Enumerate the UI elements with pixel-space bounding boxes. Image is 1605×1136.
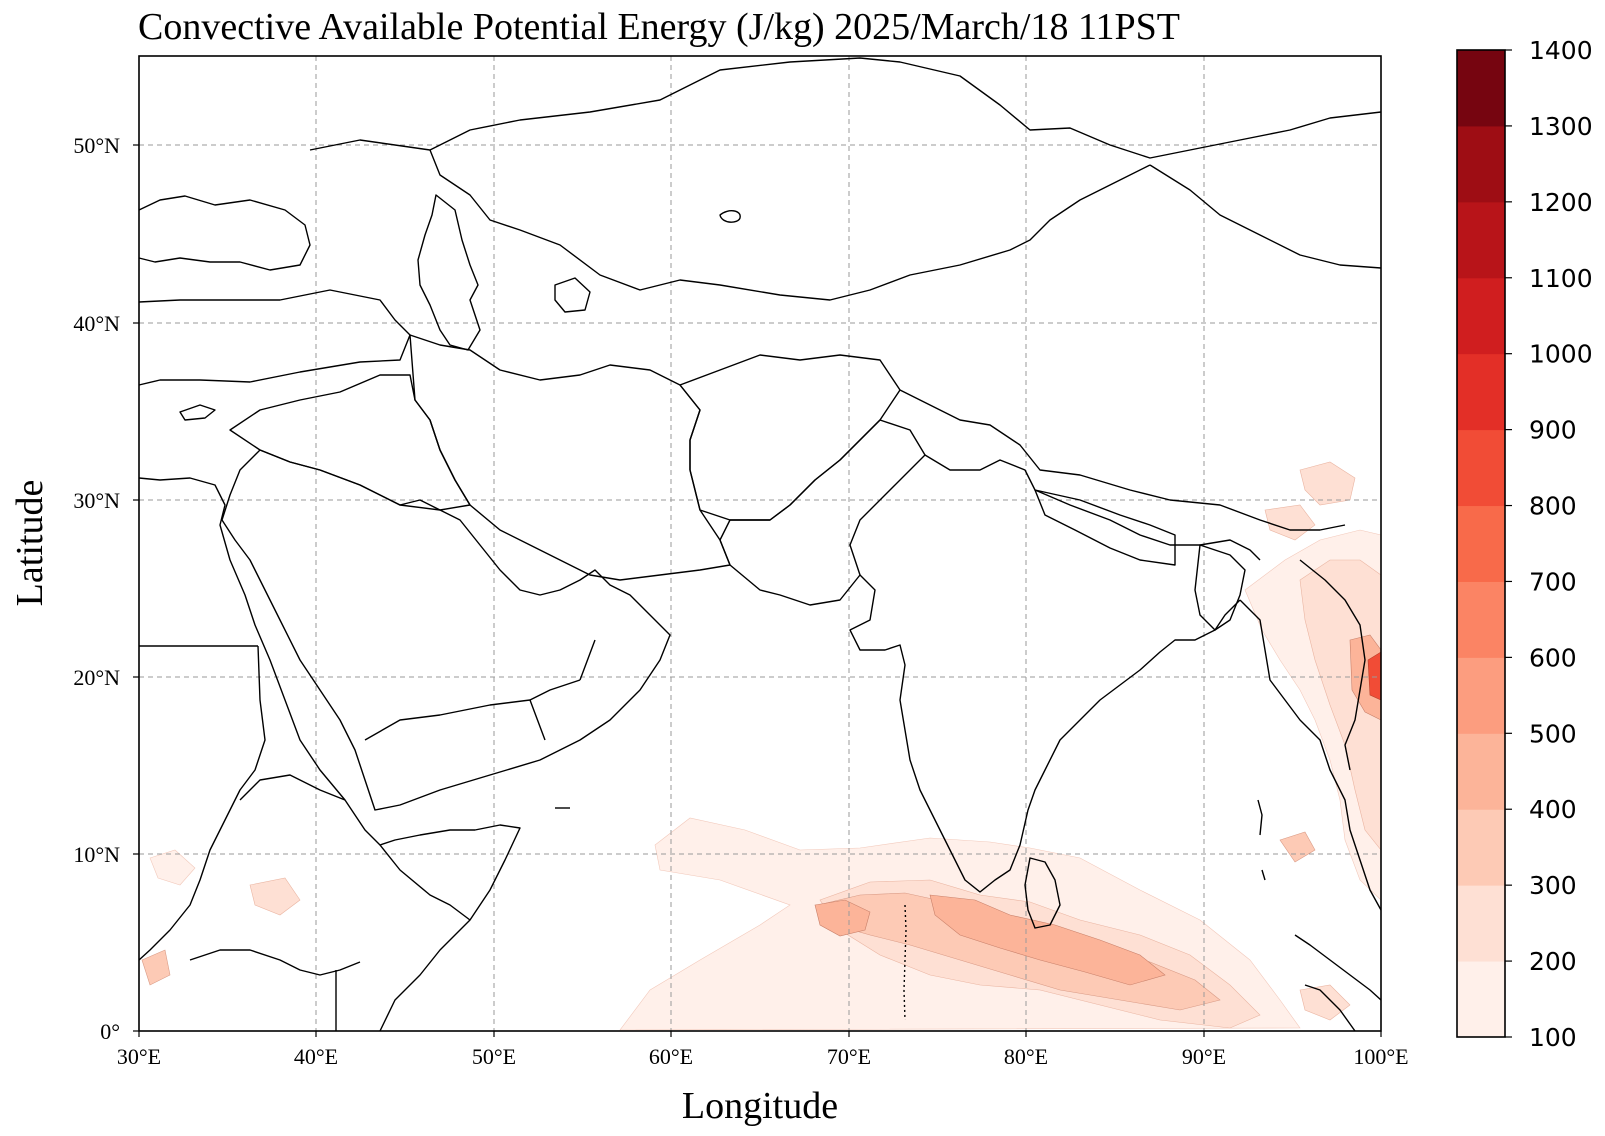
map-panel — [133, 55, 1382, 1037]
border-saudi-yemen — [364, 679, 581, 741]
y-tick-label: 20°N — [73, 665, 120, 690]
colorbar-swatch — [1457, 50, 1505, 127]
x-tick-labels: 30°E 40°E 50°E 60°E 70°E 80°E 90°E 100°E — [117, 1044, 1409, 1069]
colorbar-label: 700 — [1529, 567, 1577, 596]
coastline-myanmar — [1239, 599, 1382, 911]
x-tick-label: 60°E — [649, 1044, 693, 1069]
coastline-india — [849, 574, 1241, 893]
y-tick-label: 10°N — [73, 842, 120, 867]
colorbar-label: 200 — [1529, 947, 1577, 976]
colorbar-label: 900 — [1529, 416, 1577, 445]
border-pakistan — [719, 419, 926, 606]
colorbar-label: 600 — [1529, 643, 1577, 672]
cape-region-west — [814, 899, 871, 937]
coastline-black-sea — [138, 195, 311, 271]
colorbar-swatch — [1457, 201, 1505, 279]
colorbar-swatch — [1457, 961, 1505, 1038]
colorbar-swatch — [1457, 885, 1505, 962]
map-frame — [138, 55, 1382, 1032]
colorbar-swatch — [1457, 429, 1505, 507]
colorbar-label: 800 — [1529, 492, 1577, 521]
y-tick-label: 30°N — [73, 488, 120, 513]
coastline-arabian-peninsula — [221, 449, 671, 811]
x-tick-label: 100°E — [1353, 1044, 1408, 1069]
x-tick-label: 80°E — [1004, 1044, 1048, 1069]
colorbar-swatch — [1457, 277, 1505, 355]
colorbar-labels: 100 200 300 400 500 600 700 800 900 1000 1100 1200 1… — [1505, 36, 1593, 1052]
border-nepal — [1034, 489, 1176, 566]
coastline-sri-lanka — [1024, 857, 1061, 929]
colorbar-swatch — [1457, 505, 1505, 582]
cape-region-sumatra — [1299, 984, 1351, 1021]
colorbar-swatch — [1457, 125, 1505, 203]
cape-region-andaman — [1279, 831, 1316, 863]
colorbar-swatches — [1457, 50, 1505, 1038]
colorbar-swatch — [1457, 657, 1505, 734]
y-tick-labels: 0° 10°N 20°N 30°N 40°N 50°N — [73, 133, 120, 1044]
cape-region-africa-east — [249, 877, 301, 916]
x-axis-title: Longitude — [682, 1085, 838, 1127]
cape-region-africa-south — [141, 949, 171, 986]
border-saudi-oman — [529, 639, 596, 741]
cape-region-core — [929, 894, 1166, 986]
andaman-islands — [1257, 799, 1266, 881]
colorbar-swatch — [1457, 733, 1505, 810]
x-tick-label: 70°E — [827, 1044, 871, 1069]
colorbar: 100 200 300 400 500 600 700 800 900 1000 1100 1200 1… — [1456, 36, 1593, 1052]
colorbar-label: 1200 — [1529, 188, 1593, 217]
colorbar-label: 1400 — [1529, 36, 1593, 65]
border-mongolia-china — [1149, 164, 1382, 269]
x-tick-label: 30°E — [117, 1044, 161, 1069]
coastline-africa-northeast — [138, 477, 521, 1032]
colorbar-label: 400 — [1529, 795, 1577, 824]
cape-region-myanmar-peak — [1367, 651, 1382, 701]
border-china-tibet — [899, 389, 1346, 531]
x-tick-label: 50°E — [472, 1044, 516, 1069]
coastline-sumatra — [1304, 984, 1356, 1032]
colorbar-frame — [1456, 49, 1506, 1038]
maldives-islands — [903, 904, 907, 1021]
colorbar-label: 1100 — [1529, 264, 1593, 293]
lake-balkhash — [719, 210, 741, 223]
x-tick-label: 90°E — [1182, 1044, 1226, 1069]
colorbar-label: 500 — [1529, 719, 1577, 748]
colorbar-label: 100 — [1529, 1023, 1577, 1052]
colorbar-swatch — [1457, 353, 1505, 431]
cyprus-island — [179, 404, 216, 421]
border-russia-kazakhstan — [309, 57, 1382, 159]
coastline-aral-sea — [554, 277, 591, 313]
border-myanmar-thailand — [1299, 559, 1366, 771]
y-tick-label: 50°N — [73, 133, 120, 158]
gridlines — [139, 56, 1381, 1031]
colorbar-label: 1000 — [1529, 340, 1593, 369]
border-sudan-ethiopia — [138, 645, 266, 961]
coastline-malay-peninsula — [1294, 934, 1382, 1001]
cape-region-africa-west — [149, 849, 196, 886]
colorbar-swatch — [1457, 809, 1505, 886]
y-tick-label: 0° — [100, 1019, 120, 1044]
figure-title: Convective Available Potential Energy (J… — [138, 6, 1180, 48]
x-tick-label: 40°E — [294, 1044, 338, 1069]
border-india-north — [924, 454, 1261, 561]
colorbar-swatch — [1457, 581, 1505, 658]
border-kazakhstan-south — [429, 149, 1151, 301]
cape-shading — [141, 461, 1382, 1031]
coastline-red-sea-west — [239, 774, 346, 801]
y-axis-title: Latitude — [9, 480, 51, 607]
cape-region-assam — [1264, 504, 1316, 541]
tick-marks — [133, 144, 1382, 1037]
colorbar-label: 300 — [1529, 871, 1577, 900]
coastlines-and-borders — [138, 57, 1382, 1032]
border-bhutan-bangladesh — [1194, 544, 1246, 631]
y-tick-label: 40°N — [73, 311, 120, 336]
colorbar-label: 1300 — [1529, 112, 1593, 141]
